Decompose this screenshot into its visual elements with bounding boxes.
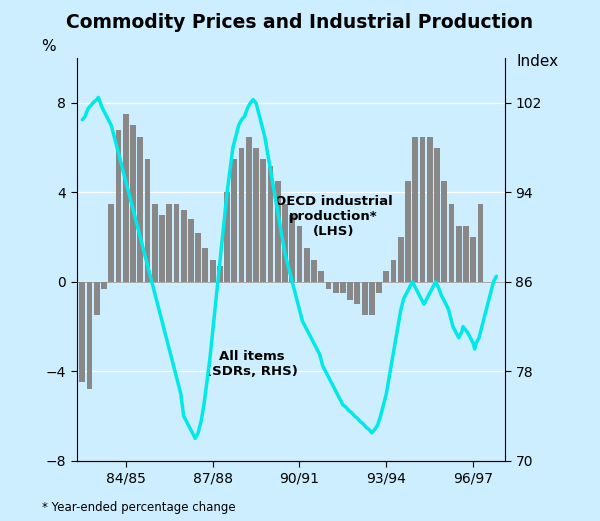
Bar bbox=[79, 282, 85, 382]
Bar bbox=[232, 159, 237, 282]
Bar bbox=[362, 282, 368, 315]
Bar bbox=[340, 282, 346, 293]
Bar bbox=[478, 204, 484, 282]
Bar bbox=[159, 215, 165, 282]
Text: OECD industrial
production*
(LHS): OECD industrial production* (LHS) bbox=[275, 195, 392, 238]
Bar bbox=[188, 219, 194, 282]
Bar bbox=[319, 271, 324, 282]
Bar bbox=[145, 159, 151, 282]
Bar bbox=[101, 282, 107, 289]
Bar bbox=[463, 226, 469, 282]
Bar bbox=[434, 148, 440, 282]
Bar bbox=[116, 130, 121, 282]
Bar bbox=[355, 282, 360, 304]
Bar bbox=[217, 266, 223, 282]
Bar bbox=[130, 126, 136, 282]
Text: Commodity Prices and Industrial Production: Commodity Prices and Industrial Producti… bbox=[67, 13, 533, 32]
Bar bbox=[347, 282, 353, 300]
Bar bbox=[376, 282, 382, 293]
Bar bbox=[224, 192, 230, 282]
Bar bbox=[202, 249, 208, 282]
Bar bbox=[123, 114, 128, 282]
Bar bbox=[449, 204, 454, 282]
Bar bbox=[173, 204, 179, 282]
Bar bbox=[333, 282, 338, 293]
Bar bbox=[239, 148, 244, 282]
Bar bbox=[268, 166, 274, 282]
Bar bbox=[383, 271, 389, 282]
Bar bbox=[369, 282, 375, 315]
Bar bbox=[456, 226, 461, 282]
Bar bbox=[427, 137, 433, 282]
Bar bbox=[304, 249, 310, 282]
Bar bbox=[166, 204, 172, 282]
Y-axis label: Index: Index bbox=[516, 54, 558, 69]
Bar bbox=[296, 226, 302, 282]
Bar bbox=[253, 148, 259, 282]
Bar bbox=[282, 204, 288, 282]
Y-axis label: %: % bbox=[41, 39, 56, 54]
Bar bbox=[391, 259, 397, 282]
Bar bbox=[470, 237, 476, 282]
Bar bbox=[94, 282, 100, 315]
Bar bbox=[412, 137, 418, 282]
Bar bbox=[419, 137, 425, 282]
Bar bbox=[260, 159, 266, 282]
Bar bbox=[289, 215, 295, 282]
Bar bbox=[246, 137, 252, 282]
Text: All items
(SDRs, RHS): All items (SDRs, RHS) bbox=[206, 350, 298, 378]
Bar bbox=[210, 259, 215, 282]
Text: * Year-ended percentage change: * Year-ended percentage change bbox=[42, 501, 236, 514]
Bar bbox=[311, 259, 317, 282]
Bar bbox=[181, 210, 187, 282]
Bar bbox=[137, 137, 143, 282]
Bar bbox=[326, 282, 331, 289]
Bar bbox=[152, 204, 158, 282]
Bar bbox=[275, 181, 281, 282]
Bar bbox=[405, 181, 411, 282]
Bar bbox=[109, 204, 114, 282]
Bar bbox=[86, 282, 92, 389]
Bar bbox=[398, 237, 404, 282]
Bar bbox=[442, 181, 447, 282]
Bar bbox=[195, 233, 201, 282]
